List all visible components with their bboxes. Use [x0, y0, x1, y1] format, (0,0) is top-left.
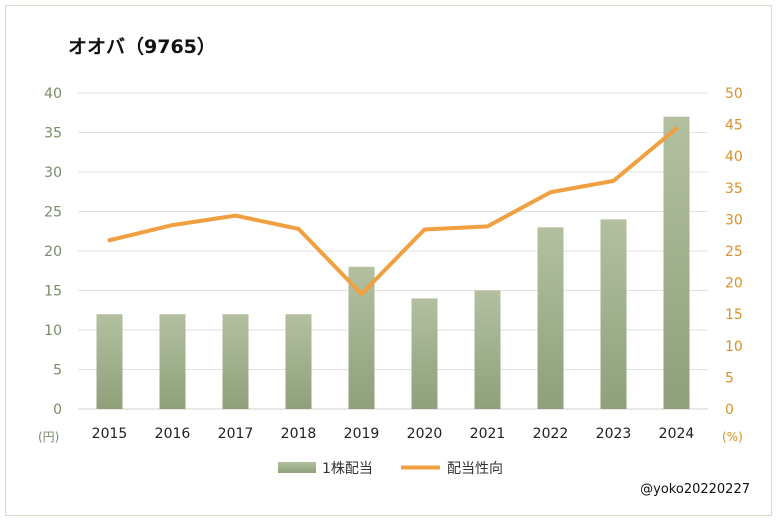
bar [222, 314, 249, 409]
right-tick-label: 30 [725, 212, 743, 228]
line-series [107, 126, 679, 296]
watermark: @yoko20220227 [640, 482, 750, 497]
left-axis: 0 5 10 15 20 25 30 35 40 [44, 86, 62, 418]
right-tick-label: 35 [725, 181, 743, 197]
bar [663, 116, 690, 409]
bar [537, 227, 564, 409]
bar [600, 219, 627, 409]
bar [411, 298, 438, 409]
right-tick-label: 25 [725, 244, 743, 260]
bar-series [96, 116, 690, 409]
left-axis-unit: (円) [38, 430, 59, 444]
left-tick-label: 5 [53, 363, 62, 379]
legend-line-label: 配当性向 [447, 461, 503, 477]
x-tick-label: 2023 [596, 426, 632, 442]
left-tick-label: 25 [44, 205, 62, 221]
right-tick-label: 40 [725, 149, 743, 165]
legend-bar-swatch [278, 462, 316, 473]
bar [96, 314, 123, 409]
right-tick-label: 45 [725, 118, 743, 134]
payout-line [107, 126, 679, 296]
right-axis-unit: (%) [722, 430, 743, 444]
left-tick-label: 0 [53, 402, 62, 418]
left-tick-label: 40 [44, 86, 62, 102]
x-tick-label: 2015 [92, 426, 128, 442]
right-tick-label: 5 [725, 370, 734, 386]
bar [348, 266, 375, 409]
x-tick-label: 2020 [407, 426, 443, 442]
legend: 1株配当 配当性向 [278, 461, 503, 477]
right-tick-label: 0 [725, 402, 734, 418]
x-tick-label: 2016 [155, 426, 191, 442]
x-tick-label: 2024 [659, 426, 695, 442]
left-tick-label: 15 [44, 284, 62, 300]
right-tick-label: 50 [725, 86, 743, 102]
right-tick-label: 10 [725, 339, 743, 355]
bar [474, 290, 501, 409]
left-tick-label: 10 [44, 323, 62, 339]
bar [285, 314, 312, 409]
x-tick-label: 2022 [533, 426, 569, 442]
x-tick-label: 2019 [344, 426, 380, 442]
right-axis: 0 5 10 15 20 25 30 35 40 45 50 [725, 86, 743, 418]
bar [159, 314, 186, 409]
left-tick-label: 30 [44, 165, 62, 181]
x-tick-label: 2021 [470, 426, 506, 442]
right-tick-label: 15 [725, 307, 743, 323]
x-tick-label: 2017 [218, 426, 254, 442]
legend-bar-label: 1株配当 [322, 461, 373, 477]
right-tick-label: 20 [725, 276, 743, 292]
chart-title: オオバ（9765） [68, 35, 216, 58]
left-tick-label: 35 [44, 126, 62, 142]
x-tick-label: 2018 [281, 426, 317, 442]
chart-frame [5, 5, 772, 516]
x-axis: 2015 2016 2017 2018 2019 2020 2021 2022 2023 2024 [92, 426, 695, 442]
left-tick-label: 20 [44, 244, 62, 260]
